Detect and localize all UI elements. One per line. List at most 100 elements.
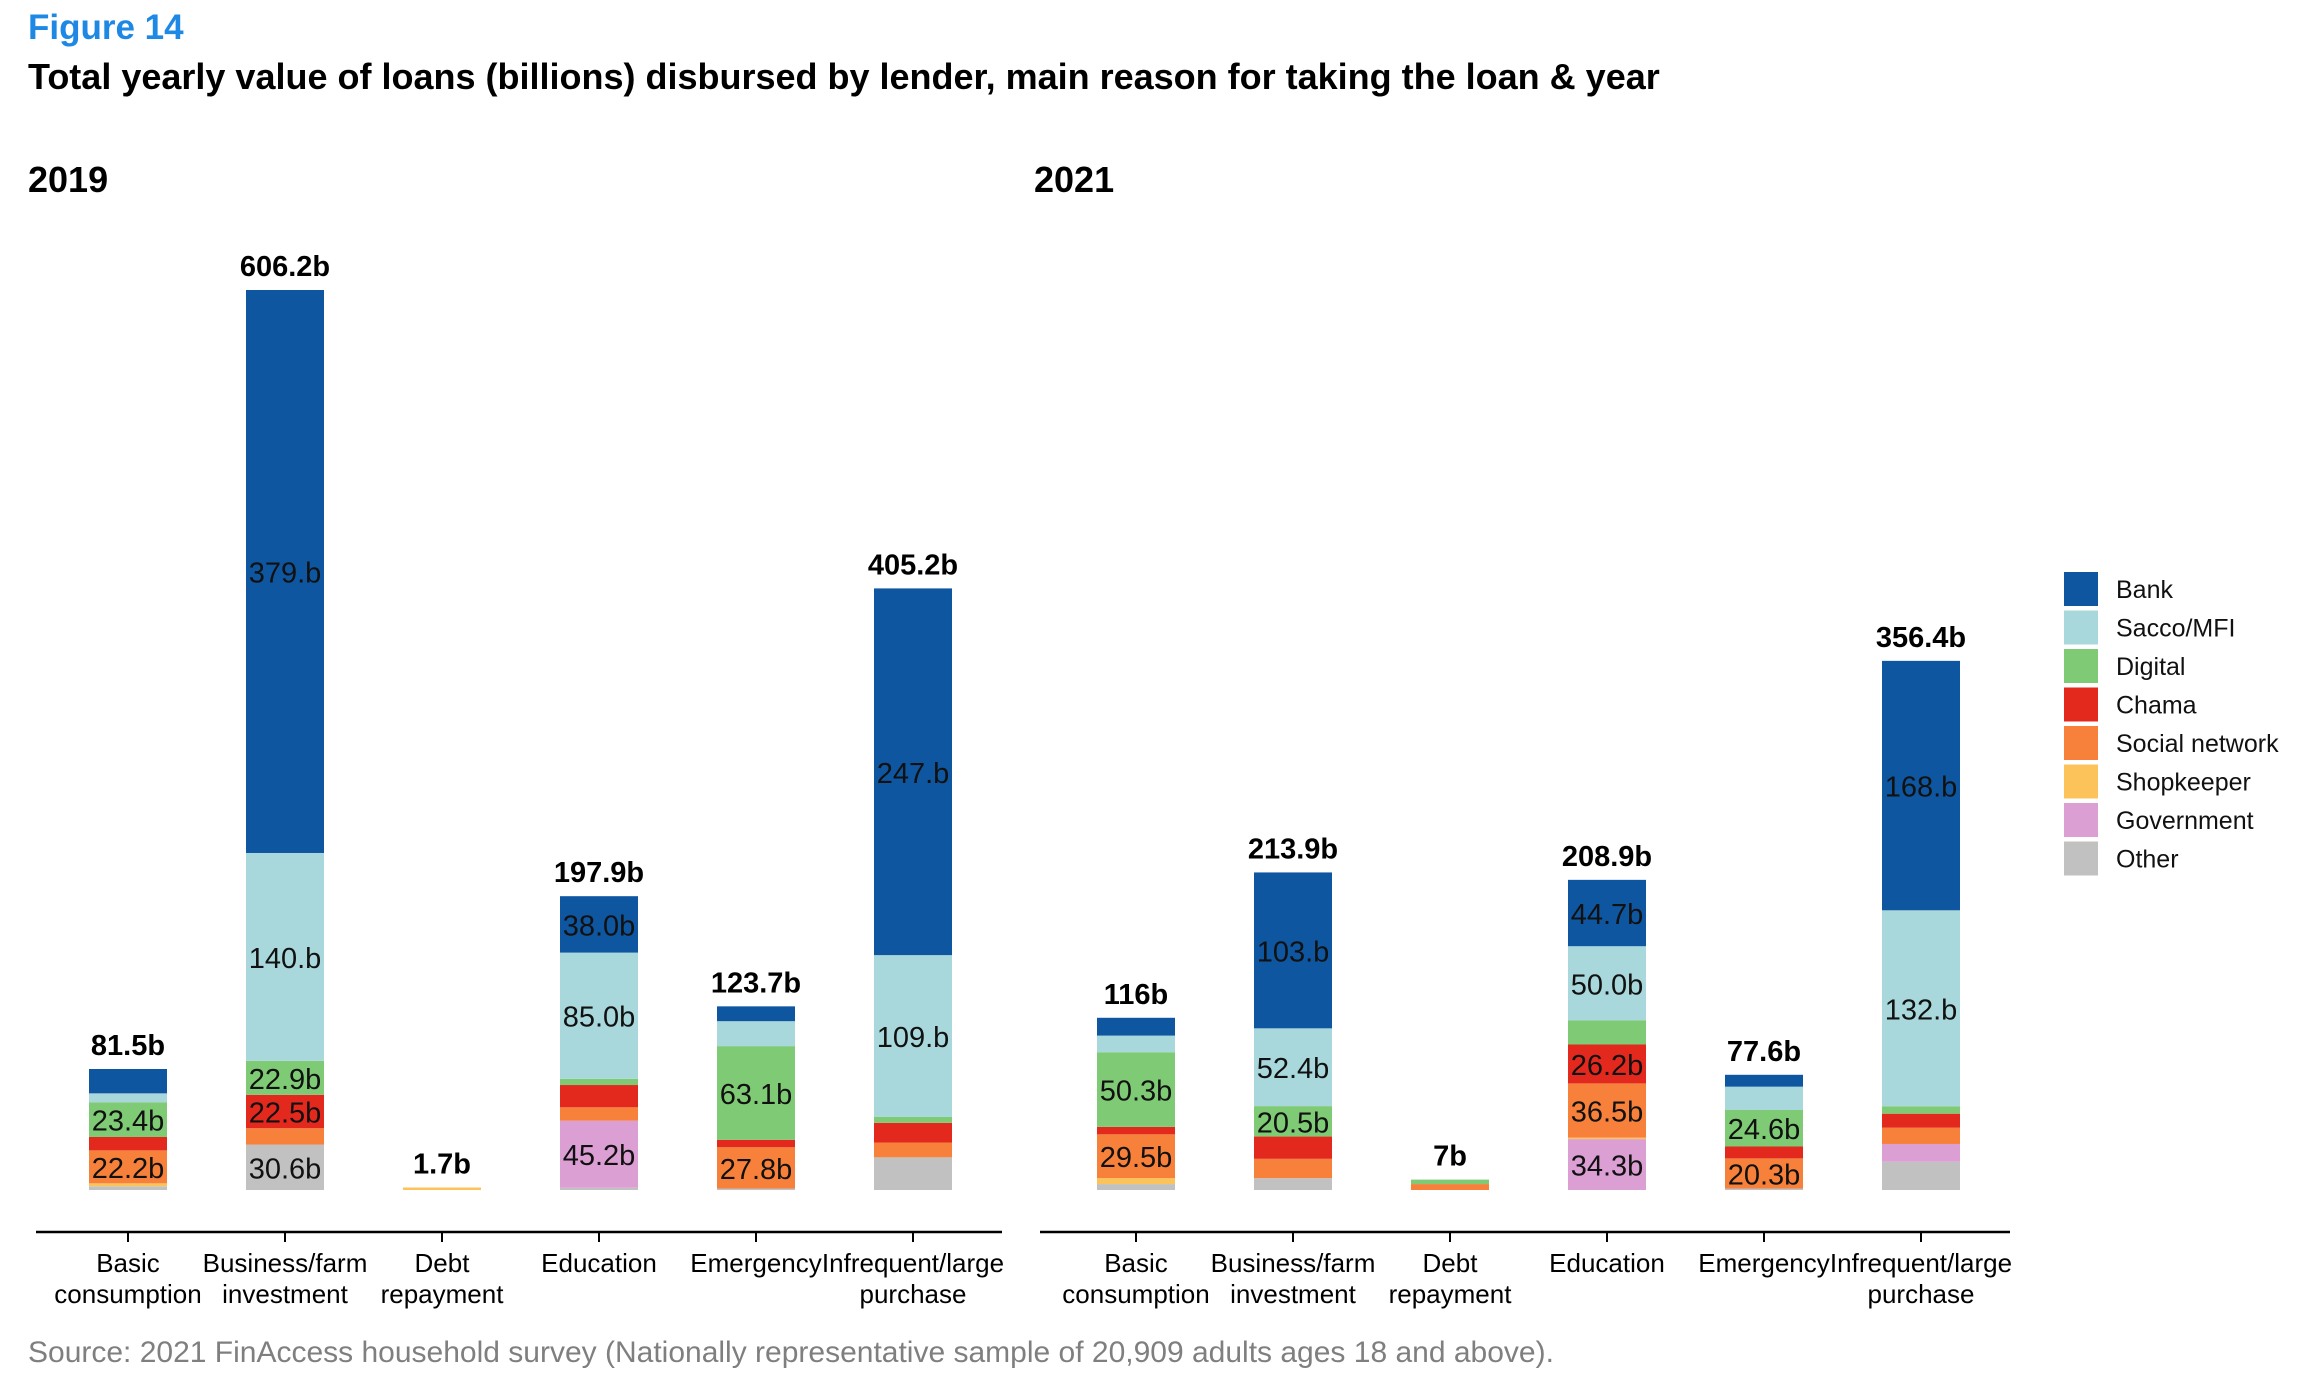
bar-segment-bank (1882, 660, 1960, 911)
segment-value-label: 85.0b (563, 1002, 636, 1034)
segment-value-label: 103.b (1257, 936, 1330, 968)
legend-label: Other (2116, 846, 2179, 874)
bar-segment-shopkeeper (1097, 1178, 1175, 1185)
bar-total-label: 81.5b (91, 1030, 165, 1062)
legend-label: Chama (2116, 692, 2197, 720)
legend-label: Government (2116, 807, 2254, 835)
segment-value-label: 22.2b (92, 1153, 165, 1185)
x-tick-label: purchase (1868, 1279, 1975, 1309)
bar-total-label: 116b (1104, 979, 1169, 1011)
x-tick-label: purchase (860, 1279, 967, 1309)
bar-segment-digital (560, 1078, 638, 1086)
bar-segment-chama (1097, 1126, 1175, 1135)
bar-segment-sacco-mfi (1725, 1086, 1803, 1110)
segment-value-label: 36.5b (1571, 1096, 1644, 1128)
bar-segment-bank (1725, 1074, 1803, 1087)
x-tick-label: Education (1549, 1248, 1665, 1278)
bar-total-label: 606.2b (240, 251, 330, 283)
bar-segment-government (1568, 1139, 1646, 1190)
legend-label: Shopkeeper (2116, 769, 2251, 797)
figure-label: Figure 14 (28, 8, 184, 47)
x-tick-label: Debt (1423, 1248, 1479, 1278)
segment-value-label: 27.8b (720, 1154, 793, 1186)
source-note: Source: 2021 FinAccess household survey … (28, 1336, 1554, 1369)
x-tick-label: Emergency (1698, 1248, 1830, 1278)
segment-value-label: 24.6b (1728, 1114, 1801, 1146)
x-tick-label: repayment (1389, 1279, 1513, 1309)
legend-swatch-shopkeeper (2064, 764, 2098, 799)
bar-total-label: 1.7b (413, 1148, 471, 1180)
bar-segment-sacco-mfi (1568, 946, 1646, 1021)
segment-value-label: 45.2b (563, 1140, 636, 1172)
bar-segment-shopkeeper (89, 1183, 167, 1187)
bar-total-label: 123.7b (711, 967, 801, 999)
segment-value-label: 247.b (877, 758, 950, 790)
segment-value-label: 34.3b (1571, 1151, 1644, 1183)
segment-value-label: 22.9b (249, 1064, 322, 1096)
bar-segment-bank (1254, 872, 1332, 1029)
bar-segment-chama (874, 1122, 952, 1143)
bar-segment-chama (560, 1085, 638, 1108)
legend-swatch-chama (2064, 687, 2098, 722)
bar-segment-social-network (560, 1107, 638, 1121)
bar-total-label: 7b (1433, 1141, 1467, 1173)
bar-segment-shopkeeper (403, 1187, 481, 1190)
bar-total-label: 77.6b (1727, 1036, 1801, 1068)
segment-value-label: 29.5b (1100, 1142, 1173, 1174)
x-tick-label: repayment (381, 1279, 505, 1309)
bar-segment-social-network (1725, 1158, 1803, 1189)
segment-value-label: 168.b (1885, 772, 1958, 804)
legend-swatch-bank (2064, 572, 2098, 606)
bar-segment-bank (874, 588, 952, 956)
bar-segment-sacco-mfi (560, 952, 638, 1079)
segment-value-label: 379.b (249, 557, 322, 589)
bar-total-label: 197.9b (554, 857, 644, 889)
bar-total-label: 356.4b (1876, 622, 1966, 654)
bar-segment-social-network (874, 1142, 952, 1158)
bar-segment-social-network (717, 1147, 795, 1189)
segment-value-label: 109.b (877, 1022, 950, 1054)
bar-segment-digital (1882, 1106, 1960, 1114)
x-tick-label: Emergency (690, 1248, 822, 1278)
legend-label: Social network (2116, 730, 2279, 758)
x-tick-label: Basic (96, 1248, 160, 1278)
x-tick-label: Debt (415, 1248, 471, 1278)
segment-value-label: 44.7b (1571, 899, 1644, 931)
bar-segment-other (717, 1188, 795, 1190)
bar-segment-bank (717, 1006, 795, 1022)
segment-value-label: 52.4b (1257, 1053, 1330, 1085)
segment-value-label: 50.3b (1100, 1076, 1173, 1108)
bar-segment-chama (1882, 1113, 1960, 1128)
bar-segment-bank (246, 290, 324, 853)
bar-segment-sacco-mfi (1097, 1035, 1175, 1053)
legend-swatch-digital (2064, 649, 2098, 683)
x-tick-label: Basic (1104, 1248, 1168, 1278)
x-tick-label: Infrequent/large (822, 1248, 1004, 1278)
bar-segment-digital (246, 1060, 324, 1095)
facet-title-2021: 2021 (1034, 159, 1114, 200)
legend-swatch-sacco-mfi (2064, 610, 2098, 645)
bar-segment-chama (1725, 1146, 1803, 1159)
legend-swatch-other (2064, 841, 2098, 876)
bar-segment-digital (1097, 1052, 1175, 1127)
bar-segment-chama (1254, 1136, 1332, 1159)
x-tick-label: Business/farm (203, 1248, 368, 1278)
bar-segment-chama (717, 1139, 795, 1148)
bar-segment-other (1882, 1161, 1960, 1190)
segment-value-label: 22.5b (249, 1098, 322, 1130)
bar-segment-social-network (1254, 1158, 1332, 1179)
legend-label: Sacco/MFI (2116, 615, 2235, 643)
bar-segment-bank (89, 1069, 167, 1094)
bar-segment-social-network (1411, 1184, 1489, 1190)
segment-value-label: 20.3b (1728, 1159, 1801, 1191)
figure-title: Total yearly value of loans (billions) d… (28, 56, 1660, 97)
bar-segment-digital (717, 1046, 795, 1140)
segment-value-label: 20.5b (1257, 1107, 1330, 1139)
x-tick-label: consumption (54, 1279, 201, 1309)
x-tick-label: Infrequent/large (1830, 1248, 2012, 1278)
bar-segment-other (1254, 1178, 1332, 1190)
segment-value-label: 23.4b (92, 1106, 165, 1138)
segment-value-label: 26.2b (1571, 1050, 1644, 1082)
segment-value-label: 140.b (249, 943, 322, 975)
